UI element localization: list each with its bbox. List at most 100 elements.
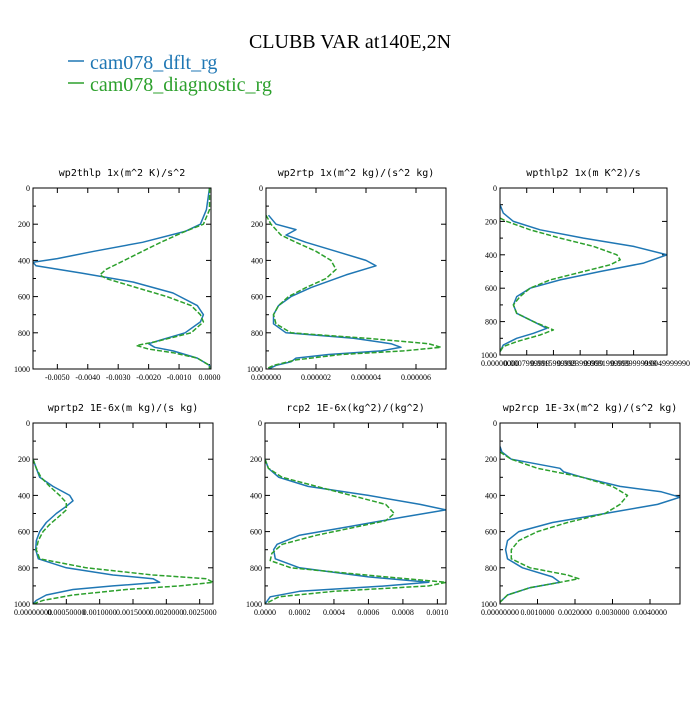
x-tick-label: 0.0025000 <box>183 608 217 617</box>
y-tick-label: 600 <box>18 528 30 537</box>
y-tick-label: 400 <box>251 256 263 265</box>
x-tick-label: 0.0010 <box>426 608 448 617</box>
legend-entry-diagnostic: cam078_diagnostic_rg <box>90 74 272 96</box>
y-tick-label: 400 <box>485 491 497 500</box>
y-tick-label: 1000 <box>14 600 30 609</box>
x-tick-label: 0.0040000 <box>633 608 667 617</box>
x-tick-label: 0.0010000 <box>83 608 117 617</box>
axis-frame <box>264 422 447 605</box>
x-tick-label: 0.0000 <box>198 373 220 382</box>
x-tick-label: 0.0004 <box>323 608 345 617</box>
x-tick-label: 0.000000 <box>251 373 281 382</box>
y-tick-label: 600 <box>485 528 497 537</box>
panel-6: wp2rcp 1E-3x(m^2 kg)/(s^2 kg) 0 200 400 600 8… <box>481 403 681 617</box>
panel-title: wprtp2 1E-6x(m kg)/(s kg) <box>48 403 199 414</box>
y-tick-label: 800 <box>18 564 30 573</box>
y-tick-label: 800 <box>485 318 497 327</box>
panel-title: wp2rtp 1x(m^2 kg)/(s^2 kg) <box>278 168 435 179</box>
y-tick-label: 0 <box>493 419 497 428</box>
y-tick-label: 800 <box>485 564 497 573</box>
y-tick-label: 400 <box>18 256 30 265</box>
legend: cam078_dflt_rg cam078_diagnostic_rg <box>68 52 272 96</box>
series-line-diagnostic <box>266 214 442 369</box>
x-tick-label: 0.00050000 <box>47 608 85 617</box>
series-line-dflt <box>500 446 680 603</box>
x-tick-label: 0.0015999999 <box>530 359 576 368</box>
x-tick-label: -0.0020 <box>136 373 161 382</box>
x-tick-label: -0.0030 <box>106 373 131 382</box>
panels: wp2thlp 1x(m^2 K)/s^2 0 200 400 600 800 1000 -0… <box>14 168 690 617</box>
series-line-diagnostic <box>500 451 629 603</box>
y-tick-label: 600 <box>18 293 30 302</box>
panel-title: wpthlp2 1x(m K^2)/s <box>526 168 640 179</box>
y-tick-label: 1000 <box>481 351 497 360</box>
x-tick-label: 0.0000 <box>254 608 276 617</box>
x-tick-label: 0.0002 <box>288 608 310 617</box>
axis-frame <box>499 187 668 356</box>
x-tick-label: 0.0039999999 <box>611 359 657 368</box>
series-line-dflt <box>267 214 402 369</box>
figure-title: CLUBB VAR at140E,2N <box>249 31 451 53</box>
y-tick-label: 400 <box>250 491 262 500</box>
x-tick-label: 0.0020000 <box>149 608 183 617</box>
panel-title: wp2rcp 1E-3x(m^2 kg)/(s^2 kg) <box>503 403 678 414</box>
panel-4: wprtp2 1E-6x(m kg)/(s kg) 0 200 400 600 800 10… <box>14 403 217 617</box>
x-tick-label: 0.0023999999 <box>557 359 603 368</box>
y-tick-label: 1000 <box>14 365 30 374</box>
series-line-diagnostic <box>265 458 446 604</box>
x-tick-label: 0.0020000 <box>558 608 592 617</box>
y-tick-label: 800 <box>251 329 263 338</box>
series-line-diagnostic <box>33 458 213 604</box>
y-tick-label: 200 <box>250 455 262 464</box>
panel-5: rcp2 1E-6x(kg^2)/(kg^2) 0 200 400 600 800 1000… <box>246 403 448 617</box>
y-tick-label: 800 <box>250 564 262 573</box>
y-tick-label: 600 <box>251 293 263 302</box>
x-tick-label: -0.0050 <box>45 373 70 382</box>
x-tick-label: 0.0049999990 <box>644 359 690 368</box>
axis-frame <box>32 187 212 370</box>
x-tick-label: 0.000006 <box>401 373 431 382</box>
axis-frame <box>32 422 214 605</box>
series-line-dflt <box>33 458 161 604</box>
panel-title: wp2thlp 1x(m^2 K)/s^2 <box>59 168 185 179</box>
y-tick-label: 200 <box>485 217 497 226</box>
x-tick-label: 0.0030000 <box>596 608 630 617</box>
axis-frame <box>265 187 447 370</box>
series-line-dflt <box>265 458 446 604</box>
y-tick-label: 0 <box>259 184 263 193</box>
x-tick-label: 0.0031999999 <box>584 359 630 368</box>
x-tick-label: 0.0008 <box>392 608 414 617</box>
x-tick-label: 0.0010000 <box>521 608 555 617</box>
y-tick-label: 600 <box>250 528 262 537</box>
y-tick-label: 800 <box>18 329 30 338</box>
panel-3: wpthlp2 1x(m K^2)/s020040060080010000.00… <box>481 168 690 368</box>
y-tick-label: 1000 <box>246 600 262 609</box>
y-tick-label: 0 <box>258 419 262 428</box>
y-tick-label: 0 <box>26 419 30 428</box>
series-line-diagnostic <box>99 188 211 369</box>
x-tick-label: 0.0006 <box>357 608 379 617</box>
y-tick-label: 200 <box>18 220 30 229</box>
y-tick-label: 600 <box>485 284 497 293</box>
series-line-dflt <box>500 204 667 353</box>
x-tick-label: -0.0040 <box>75 373 100 382</box>
series-line-dflt <box>33 188 211 369</box>
y-tick-label: 400 <box>18 491 30 500</box>
x-tick-label: 0.000002 <box>301 373 331 382</box>
y-tick-label: 1000 <box>481 600 497 609</box>
x-tick-label: 0.0015000 <box>116 608 150 617</box>
x-tick-label: 0.00000000 <box>14 608 52 617</box>
y-tick-label: 200 <box>251 220 263 229</box>
axis-frame <box>499 422 681 605</box>
y-tick-label: 1000 <box>247 365 263 374</box>
y-tick-label: 0 <box>493 184 497 193</box>
series-line-diagnostic <box>500 217 621 353</box>
x-tick-label: 0.0007999999 <box>504 359 550 368</box>
x-tick-label: 0.00000000 <box>481 359 519 368</box>
legend-entry-dflt: cam078_dflt_rg <box>90 52 217 74</box>
x-tick-label: 0.000004 <box>351 373 381 382</box>
y-tick-label: 200 <box>18 455 30 464</box>
x-tick-label: 0.00000000 <box>481 608 519 617</box>
